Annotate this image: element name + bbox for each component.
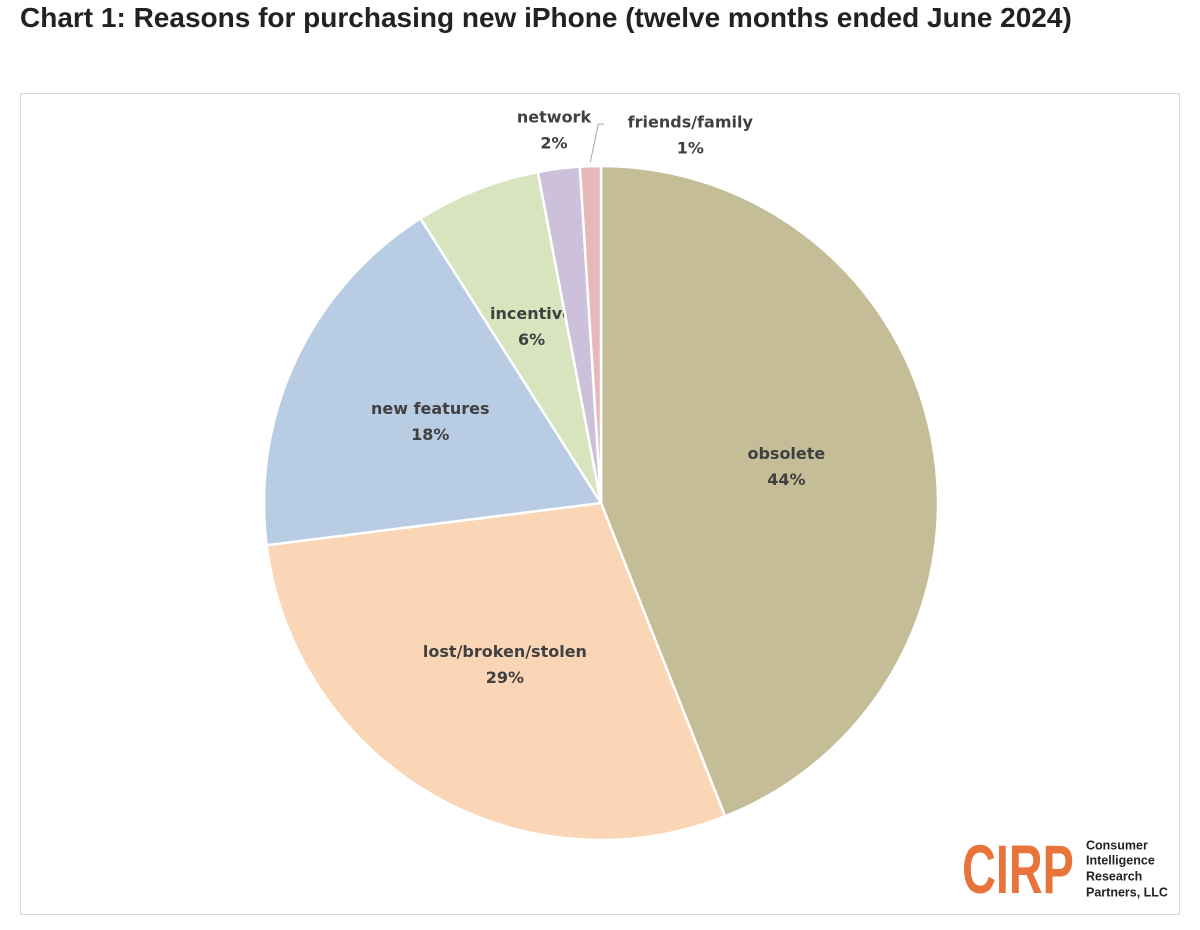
value-label: 6%	[518, 330, 545, 349]
pie-slice	[578, 164, 603, 504]
slice-label: incentive	[490, 304, 573, 323]
logo-line: Intelligence	[1086, 853, 1155, 867]
slice-label: network	[517, 107, 592, 126]
value-label: 18%	[411, 425, 449, 444]
value-label: 1%	[677, 139, 704, 158]
slice-label: lost/broken/stolen	[423, 642, 587, 661]
pie-slice	[262, 216, 604, 547]
leader-line	[589, 123, 605, 163]
logo-mark: CIRP	[962, 832, 1074, 908]
value-label: 29%	[486, 668, 524, 687]
logo-line: Research	[1086, 869, 1142, 883]
value-label: 44%	[767, 470, 805, 489]
pie-slice	[265, 501, 727, 842]
logo-line: Partners, LLC	[1086, 885, 1168, 899]
chart-title: Chart 1: Reasons for purchasing new iPho…	[20, 2, 1072, 33]
value-label: 2%	[540, 133, 567, 152]
slice-label: obsolete	[747, 444, 825, 463]
logo-text: Consumer Intelligence Research Partners,…	[1086, 838, 1168, 899]
slice-label: new features	[371, 399, 490, 418]
pie-slice	[599, 164, 940, 818]
slice-label: friends/family	[628, 113, 754, 132]
pie-slice	[418, 170, 603, 504]
logo-line: Consumer	[1086, 838, 1148, 852]
